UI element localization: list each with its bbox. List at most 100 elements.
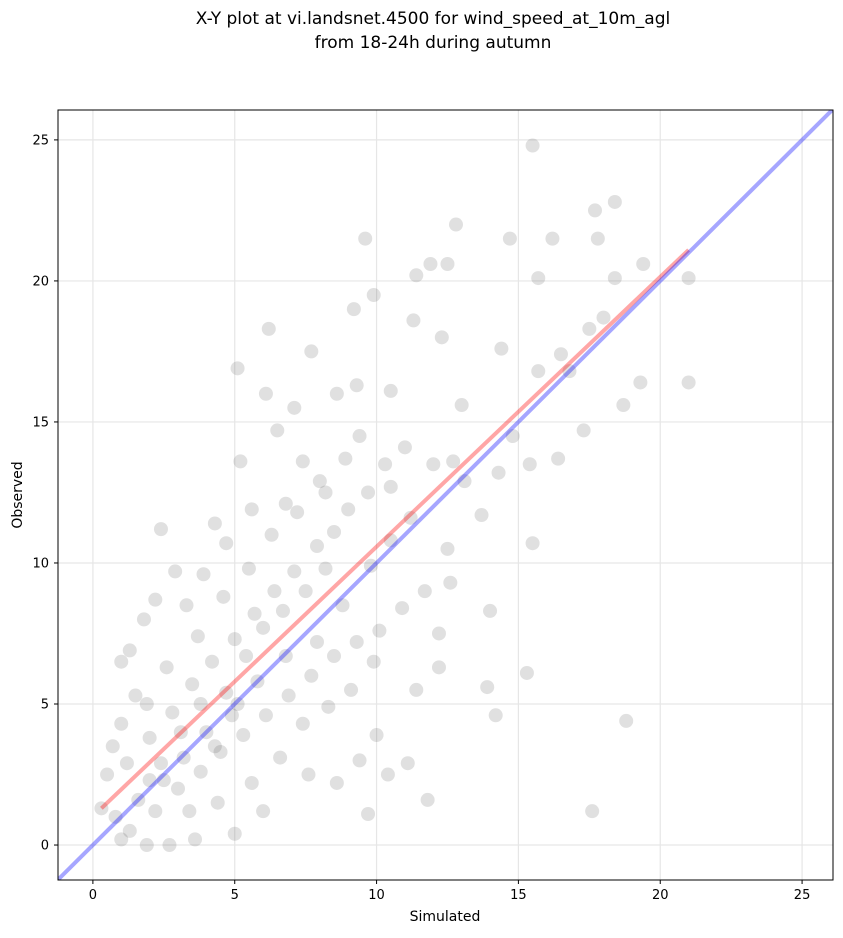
scatter-point (114, 716, 129, 731)
scatter-point (551, 451, 566, 466)
scatter-point (431, 660, 446, 675)
scatter-point (454, 398, 469, 413)
x-tick-label: 5 (231, 888, 239, 903)
scatter-point (338, 451, 353, 466)
scatter-point (219, 685, 234, 700)
scatter-point (148, 592, 163, 607)
scatter-point (369, 728, 384, 743)
scatter-point (426, 457, 441, 472)
scatter-point (131, 792, 146, 807)
x-tick-label: 0 (89, 888, 97, 903)
scatter-point (335, 598, 350, 613)
scatter-point (304, 344, 319, 359)
scatter-point (358, 231, 373, 246)
scatter-point (256, 620, 271, 635)
scatter-point (258, 708, 273, 723)
scatter-point (596, 310, 611, 325)
scatter-point (176, 750, 191, 765)
scatter-point (105, 739, 120, 754)
scatter-point (190, 629, 205, 644)
scatter-point (100, 767, 115, 782)
scatter-point (267, 584, 282, 599)
scatter-point (287, 400, 302, 415)
scatter-point (179, 598, 194, 613)
chart-title: X-Y plot at vi.landsnet.4500 for wind_sp… (196, 9, 670, 29)
plot-area (58, 110, 833, 880)
scatter-point (295, 454, 310, 469)
scatter-point (474, 508, 489, 523)
scatter-point (349, 634, 364, 649)
scatter-point (341, 502, 356, 517)
scatter-point (136, 612, 151, 627)
scatter-point (230, 361, 245, 376)
scatter-point (188, 832, 203, 847)
scatter-point (434, 330, 449, 345)
scatter-point (457, 474, 472, 489)
x-tick-label: 10 (368, 888, 385, 903)
scatter-point (505, 429, 520, 444)
scatter-point (480, 680, 495, 695)
scatter-point (213, 744, 228, 759)
scatter-point (525, 536, 540, 551)
scatter-point (247, 606, 262, 621)
scatter-point (383, 533, 398, 548)
scatter-point (318, 485, 333, 500)
scatter-point (590, 231, 605, 246)
grid (58, 110, 833, 880)
scatter-point (553, 347, 568, 362)
scatter-point (216, 589, 231, 604)
scatter-point (318, 561, 333, 576)
scatter-point (244, 502, 259, 517)
scatter-point (244, 775, 259, 790)
scatter-point (420, 792, 435, 807)
scatter-point (352, 429, 367, 444)
scatter-point (142, 730, 157, 745)
scatter-point (409, 268, 424, 283)
scatter-point (94, 801, 109, 816)
scatter-point (380, 767, 395, 782)
plot-frame (57, 109, 834, 881)
scatter-point (159, 660, 174, 675)
scatter-point (576, 423, 591, 438)
scatter-point (321, 699, 336, 714)
scatter-point (483, 603, 498, 618)
scatter-point (185, 677, 200, 692)
scatter-point (327, 649, 342, 664)
scatter-point (233, 454, 248, 469)
scatter-point (256, 804, 271, 819)
scatter-point (397, 440, 412, 455)
scatter-point (273, 750, 288, 765)
y-tick-label: 0 (41, 839, 49, 854)
scatter-point (165, 705, 180, 720)
scatter-point (153, 522, 168, 537)
scatter-point (378, 457, 393, 472)
line (58, 110, 833, 880)
scatter-point (122, 643, 137, 658)
scatter-point (142, 773, 157, 788)
scatter-point (196, 567, 211, 582)
scatter-point (207, 739, 222, 754)
scatter-point (587, 203, 602, 218)
scatter-point (531, 271, 546, 286)
scatter-point (312, 474, 327, 489)
scatter-point (182, 804, 197, 819)
scatter-point (440, 541, 455, 556)
scatter-point (363, 558, 378, 573)
scatter-point (366, 654, 381, 669)
scatter-point (366, 288, 381, 303)
scatter-point (153, 756, 168, 771)
scatter-point (224, 708, 239, 723)
scatter-point (344, 682, 359, 697)
scatter-point (619, 713, 634, 728)
scatter-point (309, 539, 324, 554)
scatter-point (446, 454, 461, 469)
scatter-point (352, 753, 367, 768)
scatter-point (148, 804, 163, 819)
scatter-point (287, 564, 302, 579)
scatter-point (230, 697, 245, 711)
scatter-point (304, 668, 319, 683)
scatter-point (431, 626, 446, 641)
scatter-point (210, 795, 225, 810)
